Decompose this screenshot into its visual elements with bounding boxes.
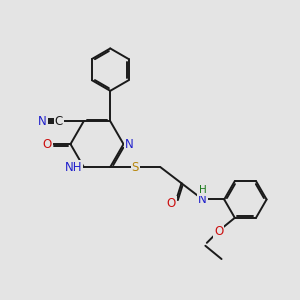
Text: N: N <box>125 138 134 151</box>
Text: O: O <box>167 197 176 210</box>
Text: NH: NH <box>65 160 82 174</box>
Text: S: S <box>132 160 139 174</box>
Text: N: N <box>38 115 47 128</box>
Text: H: H <box>199 185 207 195</box>
Text: O: O <box>42 138 52 151</box>
Text: C: C <box>55 115 63 128</box>
Text: N: N <box>198 193 207 206</box>
Text: O: O <box>214 225 223 238</box>
